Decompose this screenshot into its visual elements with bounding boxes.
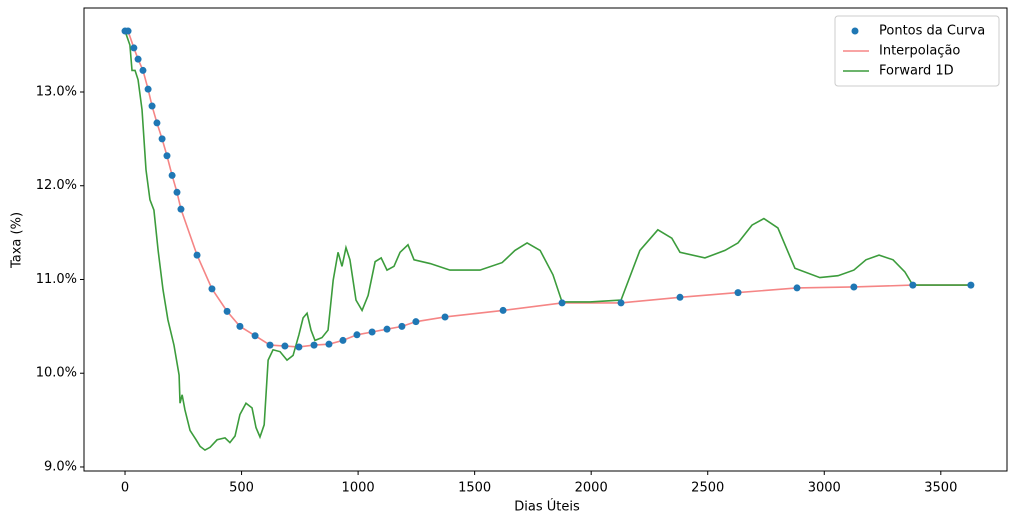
point <box>734 289 742 297</box>
point <box>153 119 161 127</box>
point <box>134 55 142 63</box>
x-tick-label: 1500 <box>458 481 491 496</box>
x-tick-label: 3500 <box>924 481 957 496</box>
point <box>383 325 391 333</box>
point <box>223 307 231 315</box>
point <box>251 332 259 340</box>
point <box>158 135 166 143</box>
y-tick-label: 11.0% <box>36 272 77 287</box>
point <box>208 285 216 293</box>
point <box>850 283 858 291</box>
point <box>967 281 975 289</box>
point <box>148 102 156 110</box>
point <box>793 284 801 292</box>
point <box>339 336 347 344</box>
y-tick-label: 13.0% <box>36 84 77 99</box>
y-axis-label: Taxa (%) <box>10 212 25 269</box>
point <box>617 299 625 307</box>
point <box>173 188 181 196</box>
x-tick-label: 2500 <box>691 481 724 496</box>
point <box>676 293 684 301</box>
x-tick-label: 1000 <box>342 481 375 496</box>
point <box>130 44 138 52</box>
point <box>281 342 289 350</box>
point <box>163 152 171 160</box>
point <box>558 299 566 307</box>
point <box>295 343 303 351</box>
point <box>124 27 132 35</box>
point <box>310 341 318 349</box>
x-tick-label: 500 <box>229 481 254 496</box>
line <box>124 30 971 452</box>
point <box>168 171 176 179</box>
point <box>398 322 406 330</box>
point <box>368 328 376 336</box>
point <box>325 340 333 348</box>
point <box>139 66 147 74</box>
x-tick-label: 2000 <box>575 481 608 496</box>
legend-label: Interpolação <box>879 44 960 59</box>
point <box>441 313 449 321</box>
y-tick-label: 10.0% <box>36 366 77 381</box>
point <box>266 341 274 349</box>
point <box>412 318 420 326</box>
plot-frame <box>83 7 1008 472</box>
point <box>177 205 185 213</box>
point <box>193 251 201 259</box>
point <box>353 331 361 339</box>
point <box>909 281 917 289</box>
legend-label: Forward 1D <box>879 64 954 79</box>
x-axis-label: Dias Úteis <box>514 499 580 515</box>
legend-marker <box>851 27 859 35</box>
x-tick-label: 3000 <box>808 481 841 496</box>
legend-box <box>834 15 1000 87</box>
legend-label: Pontos da Curva <box>879 24 985 39</box>
y-tick-label: 9.0% <box>44 459 77 474</box>
point <box>236 322 244 330</box>
point <box>144 85 152 93</box>
point <box>499 306 507 314</box>
y-tick-label: 12.0% <box>36 178 77 193</box>
x-tick-label: 0 <box>121 481 129 496</box>
